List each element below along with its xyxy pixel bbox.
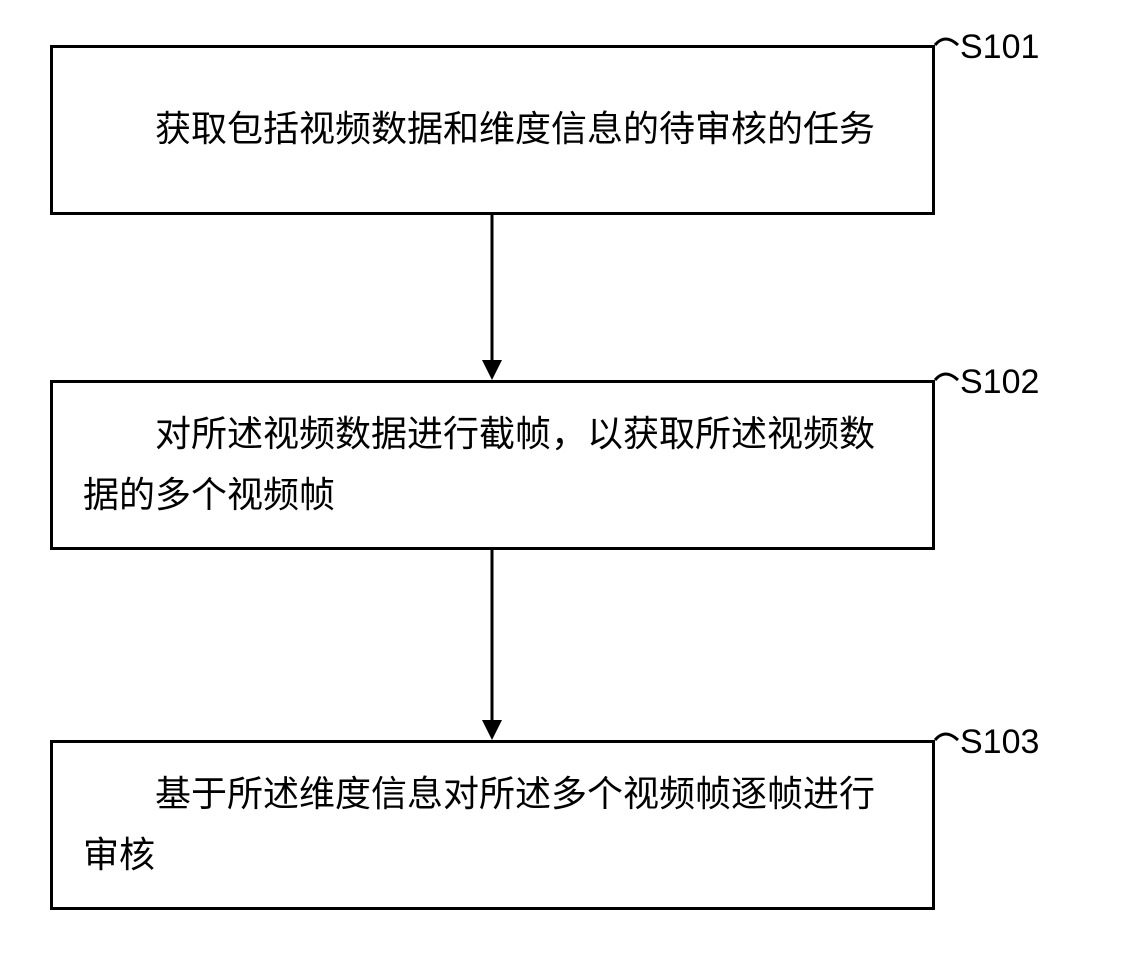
step-text-s102: 对所述视频数据进行截帧，以获取所述视频数据的多个视频帧 [83,404,902,526]
step-box-s103: 基于所述维度信息对所述多个视频帧逐帧进行审核 [50,740,935,910]
arrow-s102-s103 [472,550,512,745]
step-label-s103: S103 [960,723,1039,762]
step-box-s102: 对所述视频数据进行截帧，以获取所述视频数据的多个视频帧 [50,380,935,550]
step-text-s103: 基于所述维度信息对所述多个视频帧逐帧进行审核 [83,764,902,886]
step-label-s101: S101 [960,28,1039,67]
step-box-s101: 获取包括视频数据和维度信息的待审核的任务 [50,45,935,215]
step-text-s101: 获取包括视频数据和维度信息的待审核的任务 [83,99,902,160]
arrow-s101-s102 [472,215,512,385]
step-label-s102: S102 [960,363,1039,402]
flowchart-container: 获取包括视频数据和维度信息的待审核的任务 S101 对所述视频数据进行截帧，以获… [0,0,1126,967]
